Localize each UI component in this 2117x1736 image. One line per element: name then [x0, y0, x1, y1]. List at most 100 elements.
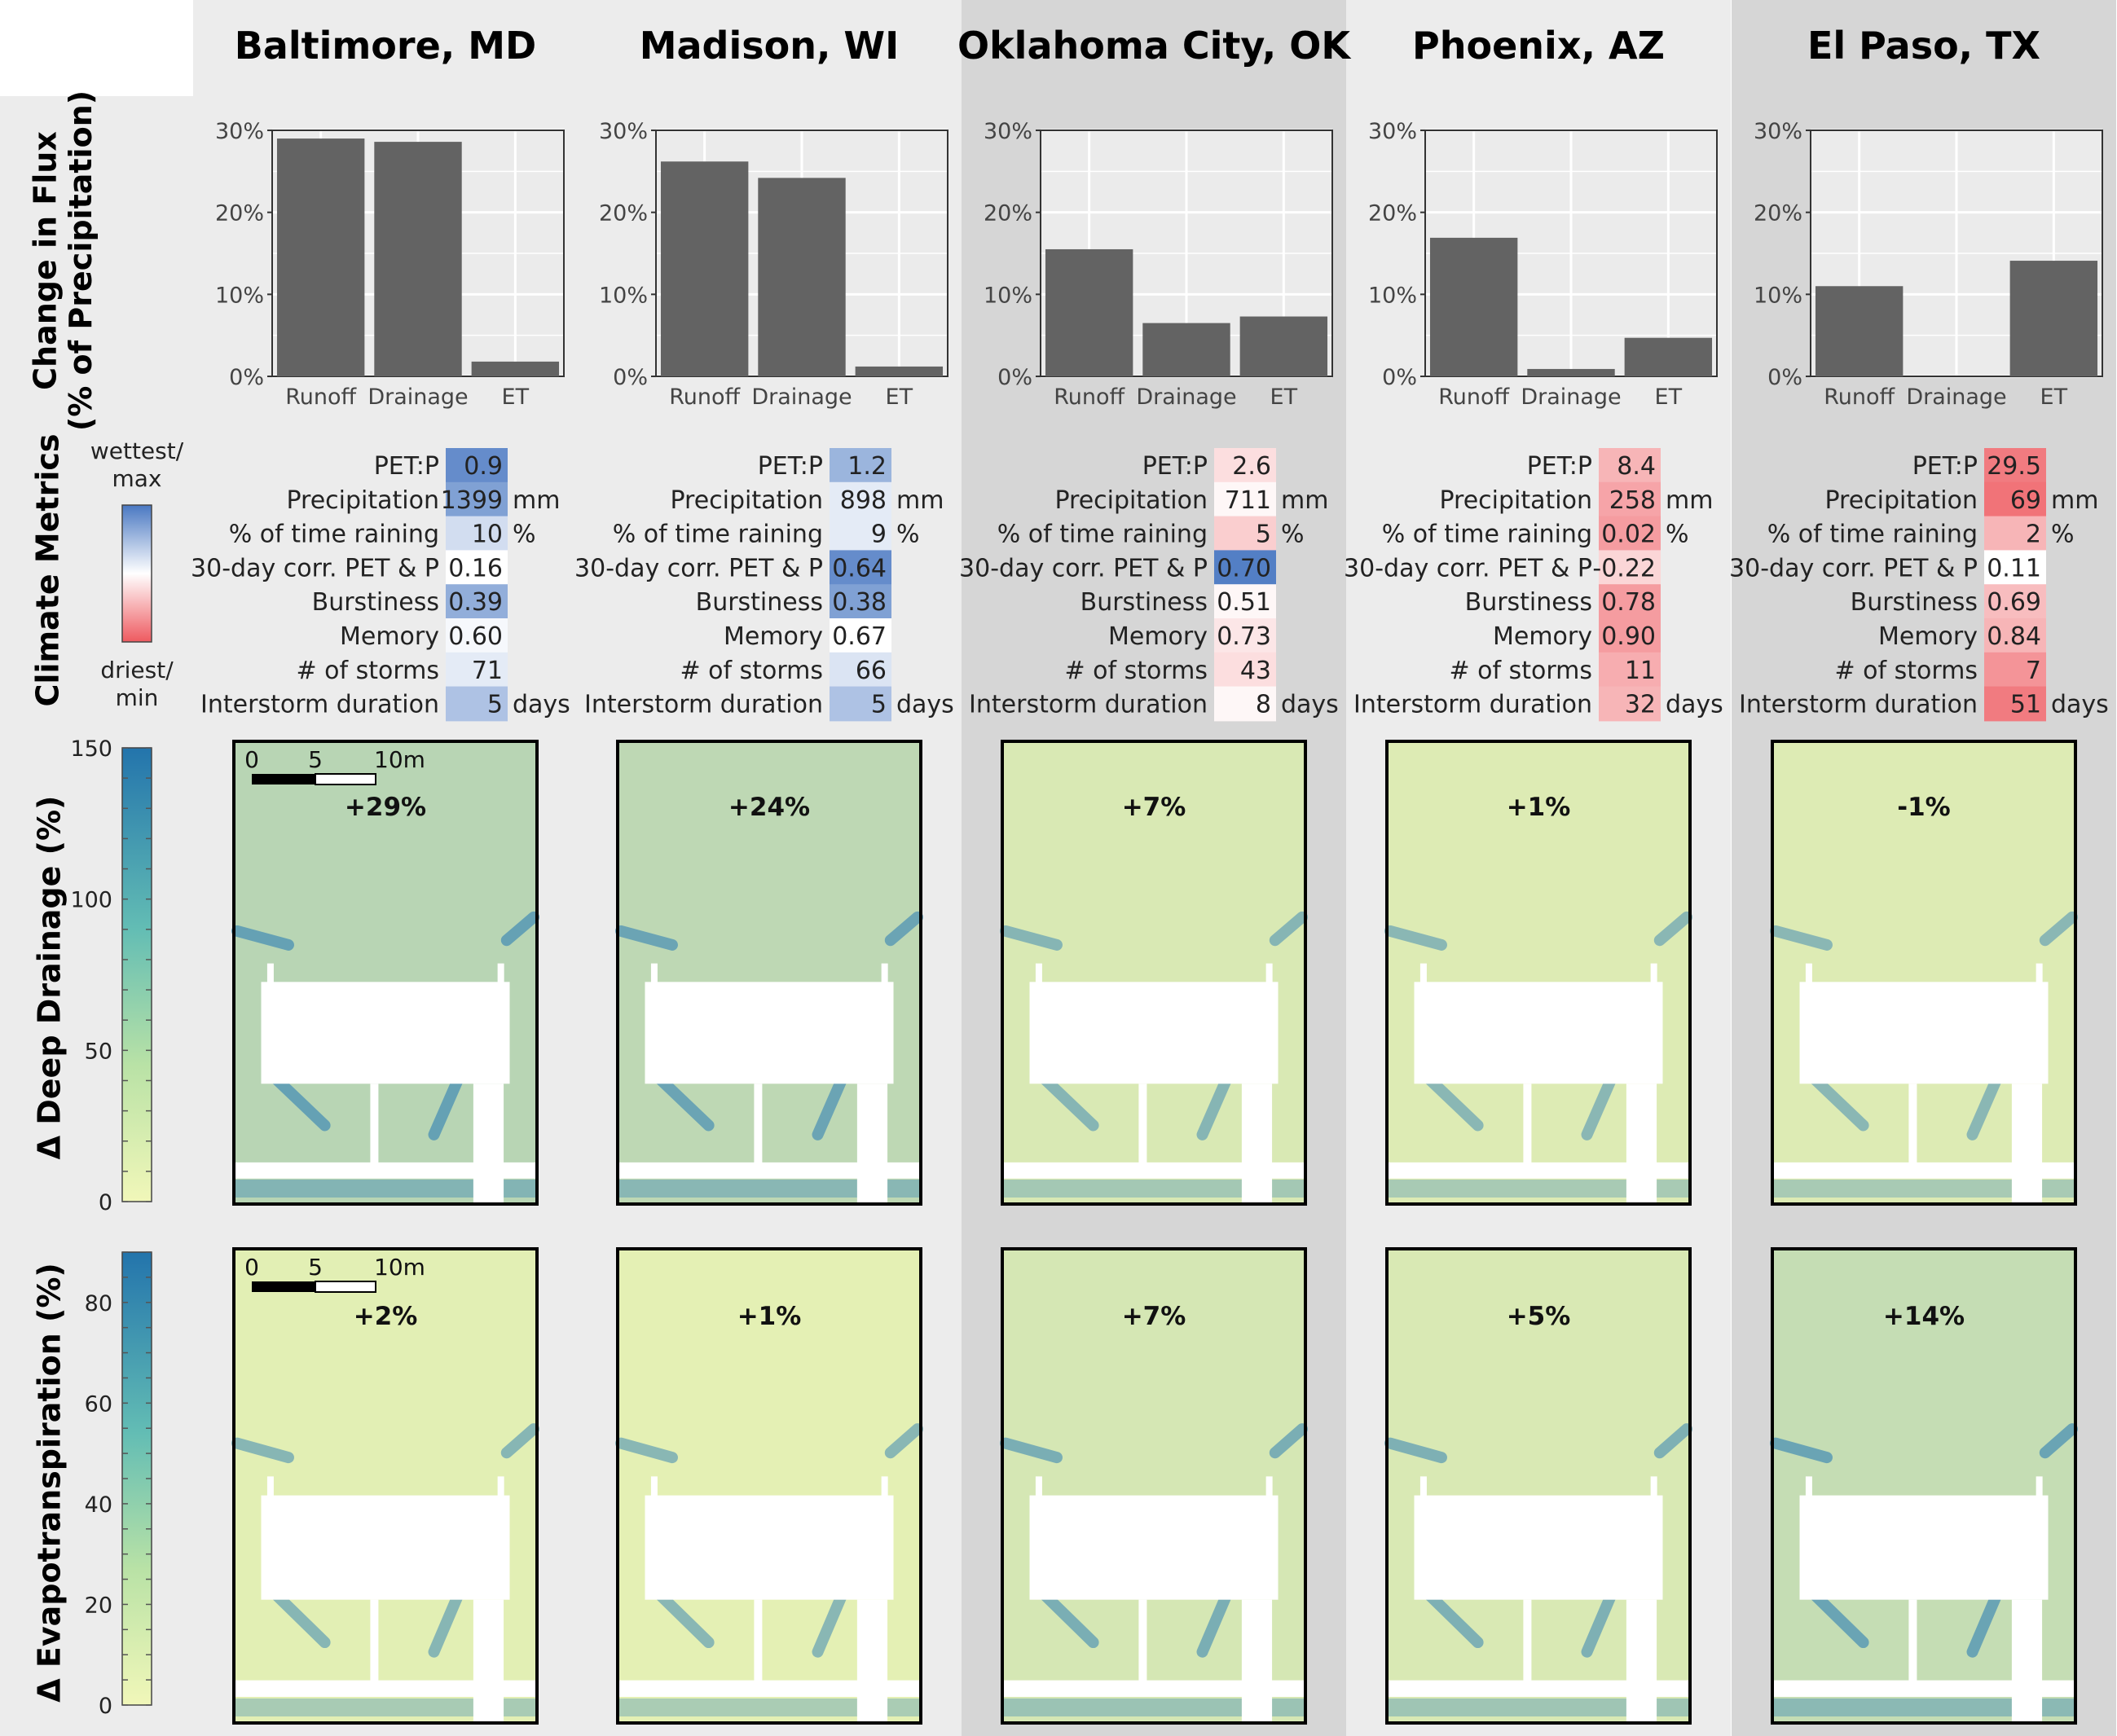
metric-label: Memory: [1108, 622, 1208, 651]
flow-path: [500, 911, 539, 947]
metric-label: PET:P: [374, 452, 439, 481]
flow-path: [1196, 1589, 1233, 1658]
metric-value-cell: [1214, 652, 1276, 688]
driveway: [1241, 1599, 1273, 1723]
y-tick-label: 10%: [1368, 283, 1417, 308]
flow-path: [1581, 1073, 1617, 1140]
scale-bar-label: 5: [308, 1254, 323, 1281]
y-tick-label: 0%: [229, 365, 264, 390]
flow-path: [812, 1589, 848, 1658]
map-frame: [1771, 740, 2077, 1206]
driveway: [1241, 1083, 1273, 1204]
flow-path: [271, 1589, 331, 1649]
metric-value-cell: [830, 550, 891, 586]
x-tick-label: Runoff: [669, 385, 741, 410]
x-tick-label: Drainage: [1136, 385, 1236, 410]
metric-value: 51: [2010, 691, 2041, 719]
colorbar-tick-label: 0: [99, 1694, 112, 1719]
metric-value-cell: [830, 618, 891, 653]
y-tick-label: 20%: [215, 201, 264, 226]
metric-value: 0.78: [1601, 588, 1656, 617]
bar-et: [1239, 316, 1328, 376]
y-tick-label: 10%: [1754, 283, 1802, 308]
flux-row-title: Change in Flux(% of Precipitation): [27, 90, 99, 431]
metric-label: Interstorm duration: [584, 691, 823, 719]
metric-value-cell: [1214, 550, 1276, 586]
walkway: [1523, 1599, 1532, 1695]
metric-label: Interstorm duration: [200, 691, 439, 719]
metric-value-cell: [446, 481, 508, 517]
metric-label: % of time raining: [997, 521, 1208, 549]
walkway: [1035, 1476, 1042, 1501]
x-tick-label: ET: [502, 385, 530, 410]
metric-label: PET:P: [1912, 452, 1978, 481]
x-tick-label: ET: [1270, 385, 1298, 410]
metric-label: Memory: [1878, 622, 1978, 651]
driveway: [1626, 1599, 1657, 1723]
flow-path: [231, 925, 294, 951]
metric-value-cell: [446, 686, 508, 722]
sidewalk: [1002, 1680, 1305, 1697]
metric-label: # of storms: [1064, 657, 1208, 685]
metric-value-cell: [1599, 584, 1661, 619]
metric-value-cell: [830, 652, 891, 688]
walkway: [754, 1599, 763, 1695]
flow-path: [1809, 1073, 1869, 1132]
flow-path: [428, 1589, 464, 1658]
metric-label: 30-day corr. PET & P: [191, 554, 439, 582]
metric-value-cell: [1214, 686, 1276, 722]
bar-et: [2009, 261, 2098, 376]
drainage-colorbar: [121, 747, 152, 1202]
metric-value-cell: [830, 686, 891, 722]
metric-value: 9: [871, 521, 887, 549]
metric-label: # of storms: [1834, 657, 1978, 685]
metric-label: Precipitation: [1824, 486, 1978, 515]
scale-bar-label: 0: [244, 1254, 259, 1281]
metric-value-cell: [830, 584, 891, 619]
change-percent-label: +1%: [737, 1302, 802, 1331]
walkway: [1035, 963, 1042, 987]
walkway: [754, 1083, 763, 1176]
y-tick-label: 0%: [1767, 365, 1802, 390]
y-tick-label: 30%: [215, 119, 264, 144]
x-tick-label: Runoff: [1824, 385, 1895, 410]
bar-runoff: [1429, 237, 1518, 376]
x-tick-label: ET: [1655, 385, 1683, 410]
scale-bar-white: [315, 1281, 376, 1293]
colorbar-tick-label: 50: [85, 1039, 112, 1064]
walkway: [497, 1476, 504, 1501]
walkway: [1805, 963, 1812, 987]
metric-unit: days: [2051, 691, 2109, 719]
metric-value: 5: [871, 691, 887, 719]
metric-label: % of time raining: [613, 521, 823, 549]
sidewalk: [1002, 1162, 1305, 1179]
scale-bar-black: [252, 774, 315, 784]
metric-value-cell: [1599, 618, 1661, 653]
walkway: [1419, 1476, 1427, 1501]
sidewalk: [1387, 1162, 1690, 1179]
x-tick-label: Runoff: [1054, 385, 1125, 410]
walkway: [1805, 1476, 1812, 1501]
metric-value: 10: [472, 521, 503, 549]
metric-value-cell: [1214, 618, 1276, 653]
road-edge: [1772, 1180, 2075, 1198]
flow-path: [271, 1073, 331, 1132]
metric-label: Burstiness: [312, 588, 439, 617]
metrics-colorbar: [121, 504, 152, 643]
walkway: [2036, 963, 2043, 987]
scale-bar-black: [252, 1281, 315, 1292]
walkway: [266, 1476, 274, 1501]
flow-path: [1809, 1589, 1869, 1649]
flow-path: [1269, 1423, 1308, 1459]
metric-label: Burstiness: [696, 588, 823, 617]
city-title: Phoenix, AZ: [1412, 24, 1665, 68]
sidewalk: [618, 1162, 921, 1179]
metric-value-cell: [1214, 584, 1276, 619]
metric-value: 0.38: [832, 588, 887, 617]
metric-label: Interstorm duration: [1739, 691, 1978, 719]
drainage-row-title: Δ Deep Drainage (%): [31, 796, 67, 1160]
flow-path: [1966, 1589, 2003, 1658]
metric-value: 1399: [441, 486, 503, 515]
sidewalk: [234, 1162, 537, 1179]
sidewalk: [234, 1680, 537, 1697]
